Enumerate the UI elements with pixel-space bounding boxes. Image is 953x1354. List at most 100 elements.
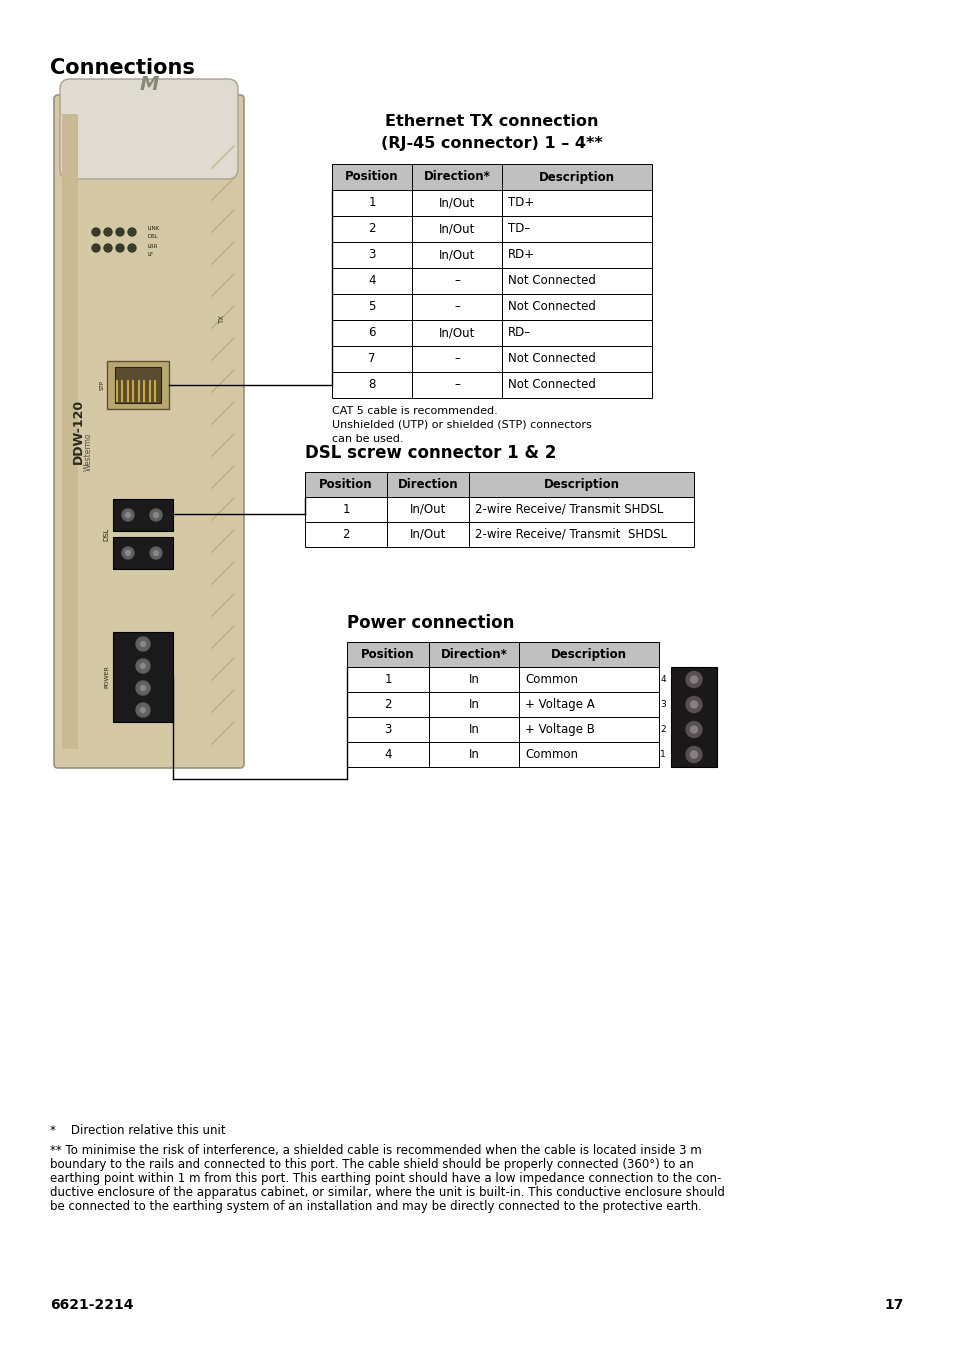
Text: TX: TX bbox=[219, 314, 225, 324]
Text: In/Out: In/Out bbox=[438, 222, 475, 236]
Bar bbox=[347, 692, 429, 718]
Text: 6621-2214: 6621-2214 bbox=[50, 1298, 133, 1312]
Text: earthing point within 1 m from this port. This earthing point should have a low : earthing point within 1 m from this port… bbox=[50, 1173, 720, 1185]
Text: Not Connected: Not Connected bbox=[507, 352, 596, 366]
Circle shape bbox=[150, 509, 162, 521]
Circle shape bbox=[116, 244, 124, 252]
Text: 8: 8 bbox=[368, 379, 375, 391]
Bar bbox=[412, 217, 501, 242]
Bar bbox=[501, 164, 651, 190]
Bar bbox=[501, 294, 651, 320]
Bar bbox=[469, 497, 693, 523]
Circle shape bbox=[126, 551, 131, 555]
Circle shape bbox=[690, 726, 697, 733]
Bar bbox=[518, 668, 659, 692]
Text: 4: 4 bbox=[659, 676, 665, 684]
Bar bbox=[347, 718, 429, 742]
Bar bbox=[332, 320, 412, 347]
Text: Μ: Μ bbox=[139, 74, 158, 93]
Text: TD–: TD– bbox=[507, 222, 530, 236]
Bar bbox=[412, 320, 501, 347]
Bar bbox=[412, 294, 501, 320]
Text: (RJ-45 connector) 1 – 4**: (RJ-45 connector) 1 – 4** bbox=[381, 135, 602, 152]
Text: 1: 1 bbox=[368, 196, 375, 210]
Bar bbox=[347, 668, 429, 692]
Bar bbox=[429, 692, 518, 718]
Text: In: In bbox=[468, 723, 479, 737]
Bar bbox=[387, 473, 469, 497]
Bar bbox=[469, 523, 693, 547]
Circle shape bbox=[122, 547, 133, 559]
Text: –: – bbox=[454, 379, 459, 391]
Bar bbox=[347, 642, 429, 668]
Text: 2: 2 bbox=[659, 724, 665, 734]
Circle shape bbox=[136, 681, 150, 695]
Bar bbox=[112, 632, 172, 722]
FancyBboxPatch shape bbox=[54, 95, 244, 768]
Text: ductive enclosure of the apparatus cabinet, or similar, where the unit is built-: ductive enclosure of the apparatus cabin… bbox=[50, 1186, 724, 1200]
Text: 2-wire Receive/ Transmit SHDSL: 2-wire Receive/ Transmit SHDSL bbox=[475, 502, 662, 516]
Bar bbox=[332, 268, 412, 294]
Bar bbox=[501, 242, 651, 268]
Bar bbox=[332, 217, 412, 242]
Text: Position: Position bbox=[345, 171, 398, 184]
Bar bbox=[332, 372, 412, 398]
Circle shape bbox=[104, 244, 112, 252]
Circle shape bbox=[116, 227, 124, 236]
Text: TD+: TD+ bbox=[507, 196, 534, 210]
Text: 1: 1 bbox=[384, 673, 392, 686]
Text: 3: 3 bbox=[384, 723, 392, 737]
Text: Power connection: Power connection bbox=[347, 613, 514, 632]
Text: LF: LF bbox=[148, 252, 154, 257]
Text: 6: 6 bbox=[368, 326, 375, 340]
Circle shape bbox=[685, 746, 701, 762]
Text: Direction: Direction bbox=[397, 478, 457, 492]
Text: –: – bbox=[454, 275, 459, 287]
Text: 3: 3 bbox=[659, 700, 665, 709]
Text: boundary to the rails and connected to this port. The cable shield should be pro: boundary to the rails and connected to t… bbox=[50, 1158, 693, 1171]
Circle shape bbox=[128, 244, 136, 252]
Text: Ethernet TX connection: Ethernet TX connection bbox=[385, 114, 598, 129]
Text: LRR: LRR bbox=[148, 244, 158, 249]
Bar bbox=[387, 497, 469, 523]
Text: –: – bbox=[454, 352, 459, 366]
Circle shape bbox=[136, 636, 150, 651]
Text: STP: STP bbox=[100, 380, 105, 390]
Circle shape bbox=[91, 244, 100, 252]
Bar bbox=[332, 294, 412, 320]
Circle shape bbox=[685, 696, 701, 712]
Circle shape bbox=[150, 547, 162, 559]
Bar bbox=[412, 164, 501, 190]
Circle shape bbox=[136, 659, 150, 673]
Bar bbox=[501, 190, 651, 217]
Text: 4: 4 bbox=[384, 747, 392, 761]
Bar bbox=[62, 114, 78, 749]
Bar bbox=[412, 268, 501, 294]
Bar bbox=[469, 473, 693, 497]
Text: 7: 7 bbox=[368, 352, 375, 366]
Bar bbox=[332, 242, 412, 268]
Circle shape bbox=[153, 513, 158, 517]
Circle shape bbox=[122, 509, 133, 521]
Text: Description: Description bbox=[538, 171, 615, 184]
Bar bbox=[387, 523, 469, 547]
Bar bbox=[501, 347, 651, 372]
Text: can be used.: can be used. bbox=[332, 435, 403, 444]
Text: 2: 2 bbox=[384, 699, 392, 711]
Text: Not Connected: Not Connected bbox=[507, 301, 596, 314]
Circle shape bbox=[140, 663, 146, 669]
Bar bbox=[115, 367, 161, 403]
Text: POWER: POWER bbox=[104, 666, 109, 688]
Text: Common: Common bbox=[524, 747, 578, 761]
Text: RD+: RD+ bbox=[507, 249, 535, 261]
Bar bbox=[670, 668, 717, 766]
Text: 4: 4 bbox=[368, 275, 375, 287]
Text: LINK: LINK bbox=[148, 226, 160, 232]
Text: Direction*: Direction* bbox=[440, 649, 507, 661]
Text: 1: 1 bbox=[659, 750, 665, 760]
Circle shape bbox=[685, 672, 701, 688]
Bar bbox=[305, 523, 387, 547]
Bar bbox=[412, 190, 501, 217]
Text: In: In bbox=[468, 699, 479, 711]
Text: In: In bbox=[468, 747, 479, 761]
